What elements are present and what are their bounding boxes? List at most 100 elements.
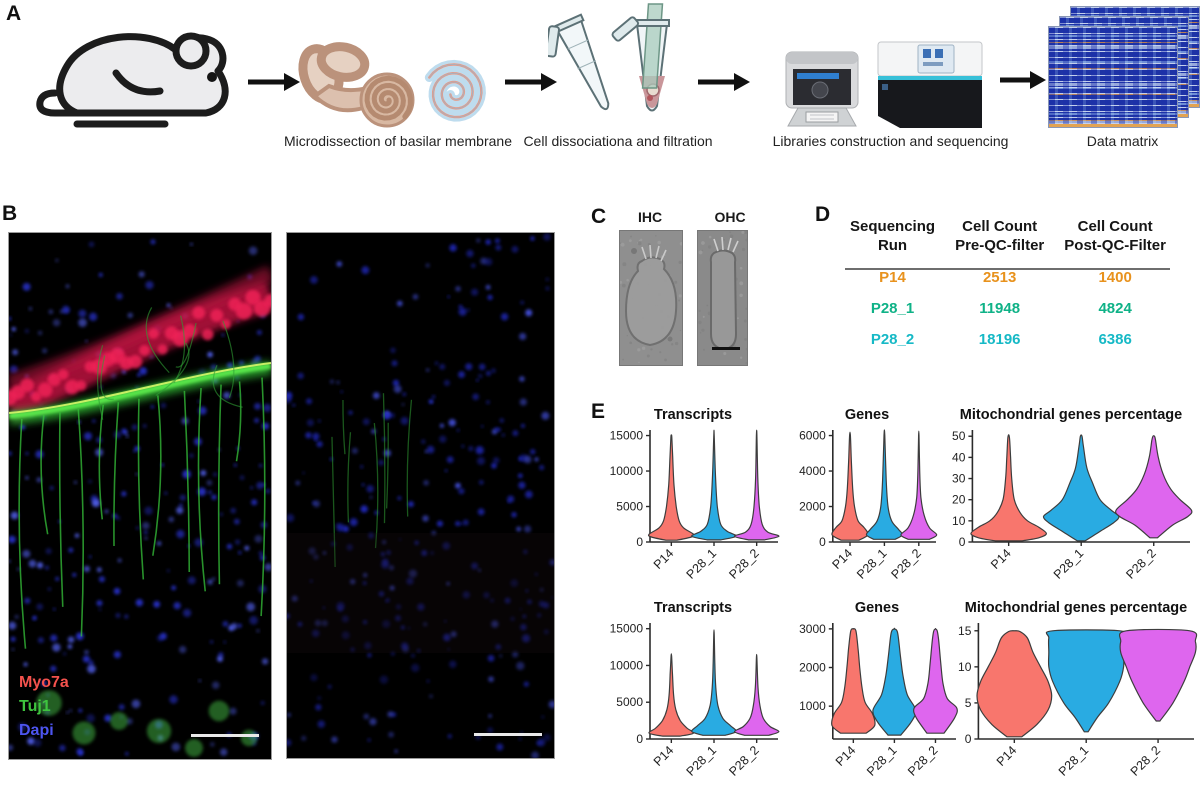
svg-text:P28_1: P28_1 [684, 546, 719, 581]
svg-text:P14: P14 [833, 743, 859, 769]
svg-text:10000: 10000 [610, 464, 644, 478]
svg-text:15: 15 [958, 624, 972, 638]
svg-text:P28_2: P28_2 [1128, 743, 1163, 778]
svg-text:10: 10 [958, 660, 972, 674]
legend-tuj1: Tuj1 [19, 698, 51, 715]
chart-title: Mitochondrial genes percentage [964, 600, 1188, 616]
violin-plot-mito-bottom: Mitochondrial genes percentage 0 5 10 15 P14 P… [952, 600, 1200, 792]
chart-title: Genes [844, 407, 890, 423]
chart-title: Transcripts [653, 407, 733, 423]
caption-libraries: Libraries construction and sequencing [772, 133, 1009, 149]
qc-table: Sequencing Run Cell Count Pre-QC-filter Ce… [840, 218, 1176, 355]
table-cell: P14 [879, 268, 906, 286]
svg-text:15000: 15000 [610, 429, 644, 443]
col-header-run: Sequencing Run [850, 218, 936, 254]
svg-text:0: 0 [819, 535, 826, 549]
caption-dissociation: Cell dissociationa and filtration [523, 133, 713, 149]
svg-text:0: 0 [636, 732, 643, 746]
violin-plot-genes-bottom: Genes 1000 2000 3000 P14 P28_1 P28_2 [792, 600, 962, 792]
table-cell: 1400 [1098, 268, 1132, 286]
svg-text:1000: 1000 [799, 699, 826, 713]
table-cell: 18196 [978, 330, 1021, 348]
svg-text:P28_1: P28_1 [1056, 743, 1091, 778]
cochlea-spiral-1 [364, 75, 413, 121]
flow-arrow-3 [698, 72, 750, 92]
svg-text:15000: 15000 [610, 622, 644, 636]
table-cell: 6386 [1098, 330, 1132, 348]
table-row: P28_1 11948 4824 [840, 293, 1176, 324]
chart-canvas: 1000 2000 3000 P14 P28_1 P28_2 [799, 622, 958, 779]
fluorescence-image-left: Myo7a Tuj1 Dapi [8, 232, 272, 760]
svg-text:40: 40 [952, 450, 966, 464]
panel-d-label: D [815, 203, 831, 226]
svg-text:P28_1: P28_1 [684, 743, 719, 778]
fluorescence-image-right [286, 232, 555, 759]
svg-text:P14: P14 [651, 546, 677, 572]
svg-text:P14: P14 [988, 546, 1014, 572]
table-cell: P28_2 [870, 330, 915, 348]
svg-text:30: 30 [952, 472, 966, 486]
scale-bar [191, 734, 259, 737]
scale-bar [474, 733, 542, 736]
mouse-icon [28, 16, 236, 139]
col-header-pre-qc: Cell Count Pre-QC-filter [955, 218, 1045, 254]
violin-plot-transcripts-top: Transcripts 0 5000 10000 15000 P14 P28_1 P28_2 [602, 407, 784, 595]
svg-text:0: 0 [965, 732, 972, 746]
svg-text:P28_1: P28_1 [864, 743, 899, 778]
col-header-post-qc: Cell Count Post-QC-Filter [1064, 218, 1166, 254]
svg-text:P28_2: P28_2 [726, 743, 761, 778]
stain-legend: Myo7a Tuj1 Dapi [19, 671, 69, 743]
svg-text:20: 20 [952, 493, 966, 507]
svg-text:P28_1: P28_1 [854, 546, 889, 581]
chart-title: Mitochondrial genes percentage [959, 407, 1183, 423]
svg-text:50: 50 [952, 429, 966, 443]
legend-dapi: Dapi [19, 722, 54, 739]
svg-text:P28_2: P28_2 [888, 546, 923, 581]
svg-text:10: 10 [952, 514, 966, 528]
svg-text:0: 0 [959, 535, 966, 549]
table-cell: P28_1 [870, 299, 915, 317]
scale-bar [712, 347, 740, 350]
violin-plot-transcripts-bottom: Transcripts 0 5000 10000 15000 P14 P28_1 P28_2 [602, 600, 784, 792]
flow-arrow-2 [505, 72, 557, 92]
sequencers-illustration [780, 36, 998, 139]
ihc-cell-image [619, 230, 683, 366]
table-row: P14 2513 1400 [840, 262, 1176, 293]
svg-text:P28_2: P28_2 [1123, 546, 1158, 581]
table-cell: 2513 [982, 268, 1017, 286]
svg-text:P28_1: P28_1 [1051, 546, 1086, 581]
svg-text:3000: 3000 [799, 622, 826, 636]
svg-text:5000: 5000 [616, 695, 643, 709]
panel-a-label: A [6, 2, 22, 25]
svg-text:P14: P14 [994, 743, 1020, 769]
table-header-rule [845, 268, 1170, 270]
svg-text:5000: 5000 [616, 500, 643, 514]
ohc-label: OHC [714, 209, 746, 225]
svg-text:10000: 10000 [610, 658, 644, 672]
table-cell: 11948 [979, 299, 1021, 317]
membrane-spiral [424, 59, 486, 122]
ihc-label: IHC [637, 209, 663, 225]
chart-canvas: 0 5000 10000 15000 P14 P28_1 P28_2 [610, 622, 780, 779]
flow-arrow-1 [248, 72, 300, 92]
panel-c-label: C [591, 205, 607, 228]
table-cell: 4824 [1098, 299, 1132, 317]
panel-e-label: E [591, 400, 606, 423]
ohc-cell-image [697, 230, 748, 366]
chart-canvas: 0 5 10 15 P14 P28_1 P28_2 [958, 623, 1198, 779]
svg-text:0: 0 [636, 535, 643, 549]
chart-canvas: 0 5000 10000 15000 P14 P28_1 P28_2 [610, 429, 780, 582]
svg-text:5: 5 [965, 696, 972, 710]
chart-title: Genes [854, 600, 900, 616]
svg-text:4000: 4000 [799, 464, 826, 478]
caption-microdissection: Microdissection of basilar membrane [284, 133, 512, 149]
violin-plot-genes-top: Genes 0 2000 4000 6000 P14 P28_1 P28_2 [792, 407, 942, 595]
cochlea-illustration [295, 38, 495, 135]
violin-plot-mito-top: Mitochondrial genes percentage 0 10 20 30 40 5… [946, 407, 1196, 595]
chart-title: Transcripts [653, 600, 733, 616]
svg-text:P28_2: P28_2 [726, 546, 761, 581]
table-row: P28_2 18196 6386 [840, 324, 1176, 355]
svg-text:P14: P14 [829, 546, 855, 572]
